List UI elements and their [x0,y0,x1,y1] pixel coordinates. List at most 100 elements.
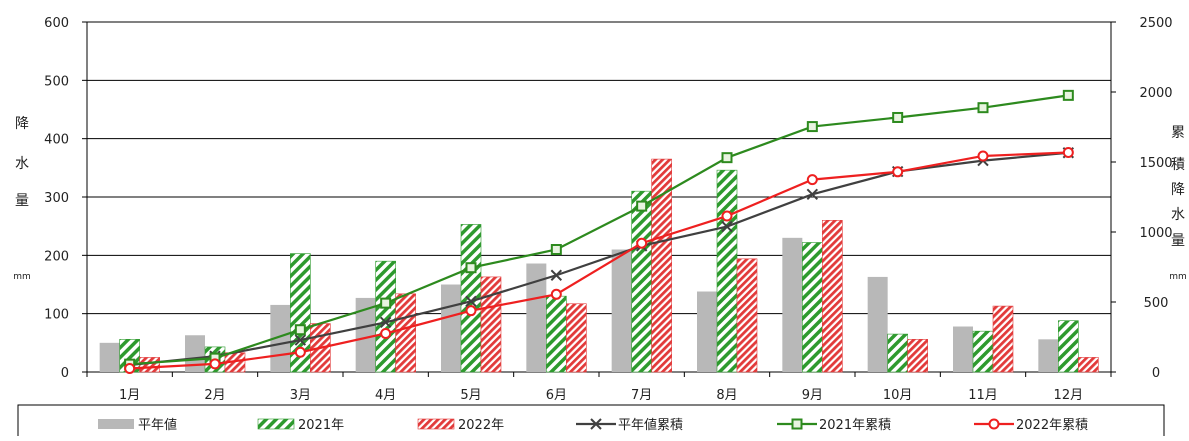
x-tick-label: 5月 [460,388,481,403]
x-tick-label: 6月 [546,388,567,403]
right-tick-label: 2000 [1139,86,1172,101]
bar-2022 [566,303,587,373]
left-tick-label: 100 [44,308,69,323]
bar-2022 [992,305,1014,373]
x-tick-label: 1月 [119,388,140,403]
line-2022-cumulative-marker [550,288,562,300]
line-heinenchi-cumulative-marker [721,220,733,233]
line-2022-cumulative-marker [892,166,904,178]
line-2021-cumulative-marker [636,200,648,212]
bar-heinenchi [526,263,547,372]
legend-label: 平年値 [138,417,177,433]
bar-heinenchi [782,237,803,372]
bar-2022 [480,276,502,373]
line-2022-cumulative-marker [124,363,136,374]
bar-2021 [716,169,738,373]
x-tick-label: 9月 [802,388,823,403]
x-tick-label: 10月 [883,388,913,403]
left-tick-label: 200 [44,249,69,264]
bar-heinenchi [99,342,120,372]
line-2022-cumulative-marker [380,328,392,339]
line-2021-cumulative-marker [892,111,904,123]
legend-label: 2021年 [298,418,344,433]
line-2022-cumulative-marker [1062,146,1074,158]
bar-heinenchi [1038,339,1059,372]
line-heinenchi-cumulative-marker [806,188,819,201]
left-axis-title-char: 量 [15,193,29,209]
x-tick-label: 3月 [290,388,311,403]
right-axis-title-char: 降 [1171,182,1185,198]
left-axis-title-char: 水 [15,156,29,172]
bar-heinenchi [867,276,888,372]
legend-swatch-marker [988,418,1000,430]
line-2021-cumulative-marker [294,324,306,336]
line-2022-cumulative-marker [294,346,306,358]
left-tick-label: 600 [44,16,69,31]
bar-heinenchi [355,297,376,372]
bar-2021 [631,190,652,373]
bar-2021 [1058,320,1079,373]
right-tick-label: 500 [1144,296,1169,311]
left-tick-label: 300 [44,191,69,206]
right-axis-title-char: 量 [1171,233,1185,249]
right-tick-label: 1000 [1139,226,1172,241]
legend-label: 2022年 [458,418,504,433]
line-2022-cumulative [129,151,1069,370]
bar-2021 [887,333,908,373]
x-tick-label: 7月 [631,388,652,403]
bar-2022 [651,158,672,373]
bar-2021 [290,253,311,373]
bar-2022 [1078,357,1099,373]
right-axis-title-char: 累 [1171,125,1185,141]
line-2021-cumulative-marker [550,244,562,255]
line-2021-cumulative-marker [721,152,733,164]
bar-heinenchi [611,249,632,372]
bar-2022 [822,220,843,373]
right-tick-label: 2500 [1139,16,1172,31]
legend-swatch [417,418,455,430]
legend-swatch-marker [590,418,602,430]
x-tick-label: 2月 [204,388,225,403]
line-2022-cumulative-marker [209,358,221,370]
line-2021-cumulative-marker [465,262,477,274]
left-tick-label: 0 [61,366,69,381]
line-heinenchi-cumulative-marker [465,295,477,308]
legend-label: 2021年累積 [819,418,891,433]
x-tick-label: 12月 [1054,388,1084,403]
line-heinenchi-cumulative-marker [379,316,392,329]
right-tick-label: 0 [1152,366,1160,381]
line-2021-cumulative-marker [1062,89,1074,101]
legend-label: 平年値累積 [618,417,683,433]
right-tick-label: 1500 [1139,156,1172,171]
bar-2022 [907,339,928,373]
right-axis-unit: mm [1169,272,1187,282]
bar-2022 [736,258,758,373]
line-2021-cumulative-marker [977,102,989,114]
line-2021-cumulative-marker [380,297,392,309]
left-tick-label: 500 [44,74,69,89]
line-2022-cumulative-marker [465,305,477,317]
right-axis-title-char: 水 [1171,207,1185,223]
line-2022-cumulative-marker [721,210,733,222]
bar-heinenchi [697,291,717,372]
bar-heinenchi [185,335,205,372]
line-2022-cumulative-marker [636,237,648,249]
left-axis-unit: mm [13,272,31,282]
legend-swatch [98,419,134,429]
line-2021-cumulative [129,94,1069,366]
line-2022-cumulative-marker [977,150,989,162]
bar-2022 [395,293,416,373]
bar-heinenchi [441,284,461,372]
legend-swatch [257,418,295,430]
legend-label: 2022年累積 [1016,418,1088,433]
bar-2021 [375,260,396,373]
left-tick-label: 400 [44,133,69,148]
bar-2021 [802,242,823,373]
line-2021-cumulative-marker [806,121,818,133]
x-tick-label: 4月 [375,388,396,403]
bar-2021 [972,330,994,373]
legend-box [17,404,1165,441]
line-heinenchi-cumulative-marker [550,269,563,281]
